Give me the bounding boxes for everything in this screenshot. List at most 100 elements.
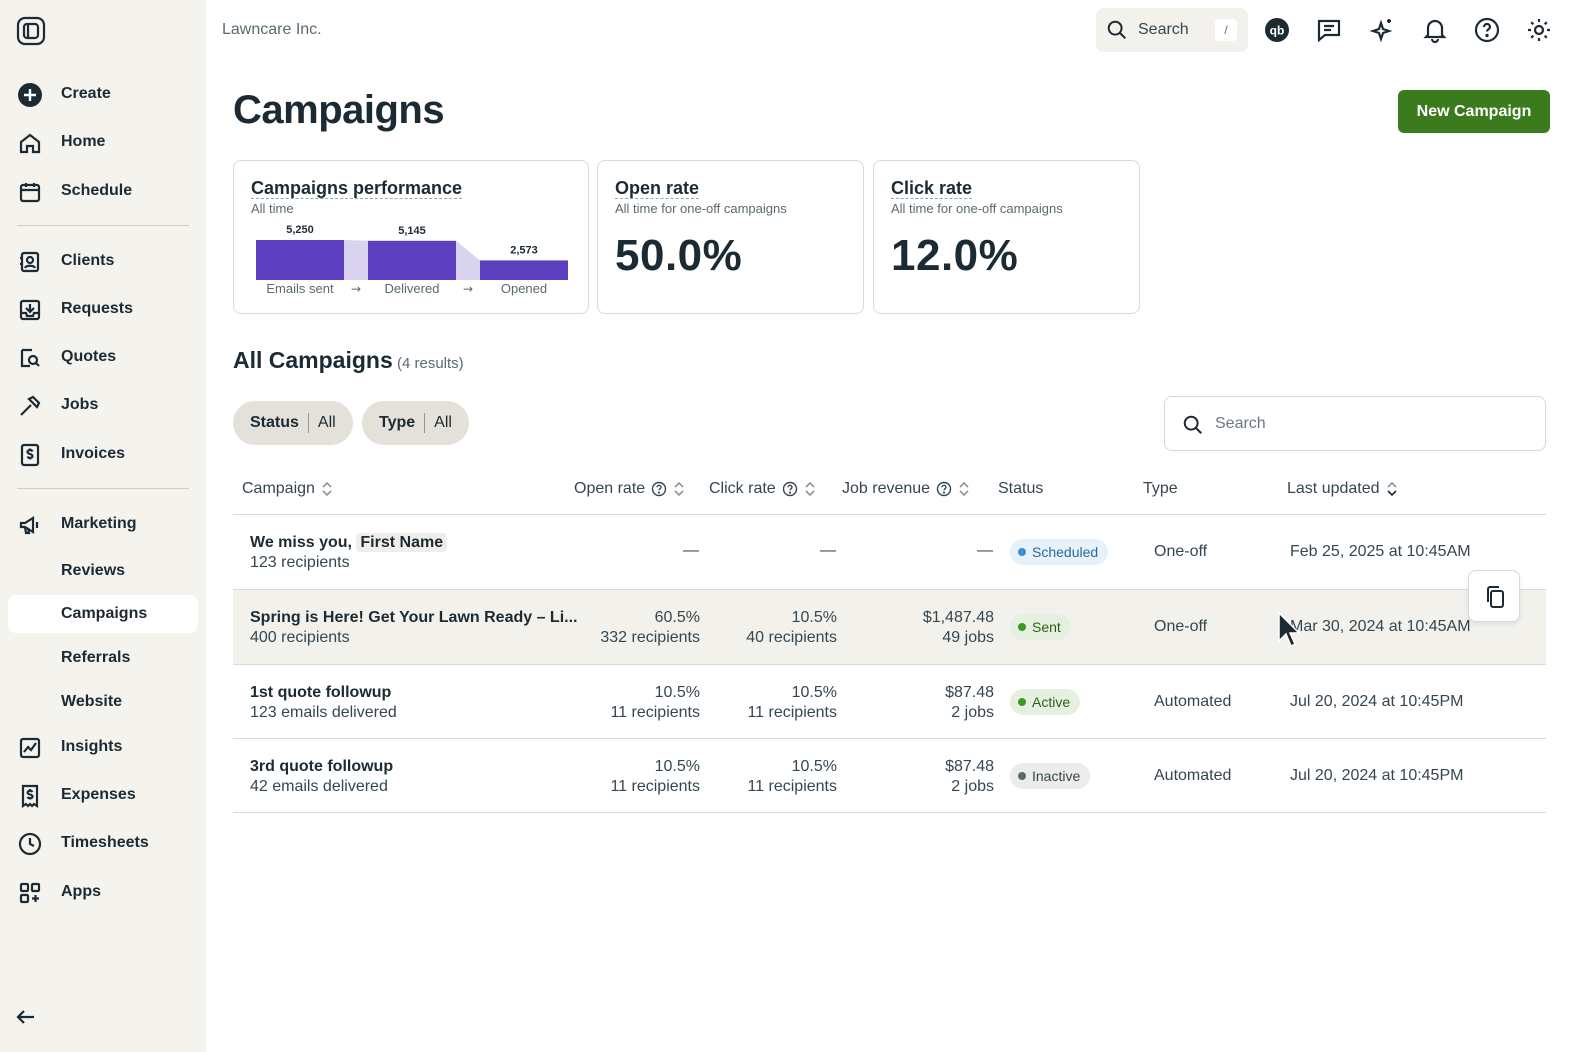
- campaigns-performance-card[interactable]: Campaigns performance All time 5,250 Emai…: [233, 160, 589, 314]
- table-row[interactable]: 3rd quote followup 42 emails delivered 1…: [233, 739, 1546, 813]
- notifications-bell-icon[interactable]: [1422, 17, 1448, 43]
- status-filter[interactable]: Status All: [233, 401, 353, 445]
- sidebar-item-label: Home: [61, 133, 106, 150]
- collapse-sidebar-arrow-icon[interactable]: [14, 1005, 38, 1029]
- sidebar-subitem-referrals[interactable]: Referrals: [8, 639, 198, 677]
- sidebar-item-label: Marketing: [61, 515, 137, 532]
- column-header-job-revenue[interactable]: Job revenue: [842, 480, 970, 498]
- help-icon[interactable]: [1474, 17, 1500, 43]
- table-divider: [233, 664, 1546, 665]
- sidebar-subitem-campaigns[interactable]: Campaigns: [8, 595, 198, 633]
- sidebar-item-label: Insights: [61, 738, 123, 755]
- table-divider: [233, 812, 1546, 813]
- status-badge: Inactive: [1010, 763, 1091, 789]
- funnel-category-label: Delivered: [385, 281, 440, 296]
- global-search-button[interactable]: Search /: [1096, 8, 1248, 52]
- campaign-name-cell: Spring is Here! Get Your Lawn Ready – Li…: [250, 608, 577, 648]
- click-rate-card[interactable]: Click rate All time for one-off campaign…: [873, 160, 1140, 314]
- campaign-recipients: 400 recipients: [250, 629, 350, 646]
- sort-icon: [322, 481, 332, 497]
- column-header-status: Status: [998, 480, 1043, 498]
- help-icon[interactable]: [651, 481, 667, 497]
- sidebar-subitem-reviews[interactable]: Reviews: [8, 552, 198, 590]
- all-campaigns-title: All Campaigns: [233, 347, 393, 373]
- performance-funnel-chart: 5,250 Emails sent → 5,145 Delivered → 2,573 Ope…: [256, 224, 568, 296]
- open-rate-cell: 10.5% 11 recipients: [610, 684, 700, 721]
- sidebar-subitem-label: Campaigns: [61, 605, 148, 622]
- sidebar-item-quotes[interactable]: Quotes: [8, 337, 198, 377]
- sidebar-item-home[interactable]: Home: [8, 122, 198, 162]
- funnel-connector: [456, 240, 480, 280]
- quickbooks-icon[interactable]: qb: [1264, 17, 1290, 43]
- home-icon: [19, 133, 41, 154]
- click-rate-value: 12.0%: [891, 231, 1019, 280]
- help-icon[interactable]: [782, 481, 798, 497]
- funnel-category-label: Emails sent: [266, 281, 334, 296]
- click-rate-cell: 10.5% 11 recipients: [747, 758, 837, 795]
- svg-text:qb: qb: [1270, 24, 1285, 38]
- column-header-click-rate[interactable]: Click rate: [709, 480, 816, 498]
- sidebar-item-invoices[interactable]: Invoices: [8, 434, 198, 474]
- sidebar-item-label: Create: [61, 85, 111, 102]
- filter-separator: [307, 413, 309, 433]
- column-label: Campaign: [242, 480, 315, 497]
- funnel-arrow-icon: →: [463, 282, 473, 296]
- column-label: Open rate: [574, 480, 646, 497]
- chart-line-icon: [19, 737, 41, 759]
- sidebar-item-marketing[interactable]: Marketing: [8, 504, 198, 544]
- open-rate-card[interactable]: Open rate All time for one-off campaigns…: [597, 160, 864, 314]
- campaign-search-input[interactable]: Search: [1164, 396, 1546, 451]
- table-row[interactable]: 1st quote followup 123 emails delivered …: [233, 665, 1546, 739]
- sidebar-item-clients[interactable]: Clients: [8, 241, 198, 281]
- type-filter[interactable]: Type All: [362, 401, 469, 445]
- help-icon[interactable]: [936, 481, 952, 497]
- sidebar-item-insights[interactable]: Insights: [8, 727, 198, 767]
- last-updated: Feb 25, 2025 at 10:45AM: [1290, 543, 1471, 560]
- table-row[interactable]: Spring is Here! Get Your Lawn Ready – Li…: [233, 590, 1546, 664]
- last-updated: Jul 20, 2024 at 10:45PM: [1290, 693, 1464, 710]
- card-title: Click rate: [891, 178, 973, 199]
- table-row[interactable]: We miss you, First Name 123 recipients —…: [233, 515, 1546, 589]
- funnel-arrow-icon: →: [351, 282, 361, 296]
- ai-sparkle-icon[interactable]: [1369, 17, 1395, 43]
- card-subtitle: All time: [251, 201, 294, 216]
- filter-name: Status: [250, 414, 299, 431]
- filter-value: All: [317, 414, 336, 431]
- open-rate-cell: 10.5% 11 recipients: [610, 758, 700, 795]
- new-campaign-button[interactable]: New Campaign: [1398, 90, 1550, 133]
- sidebar-subitem-website[interactable]: Website: [8, 683, 198, 721]
- card-subtitle: All time for one-off campaigns: [615, 201, 787, 216]
- sidebar-divider: [17, 225, 189, 226]
- jobber-logo-icon[interactable]: [16, 16, 46, 46]
- invoice-dollar-icon: [20, 443, 40, 467]
- job-revenue-cell: $87.48 2 jobs: [945, 758, 994, 795]
- duplicate-campaign-button[interactable]: [1468, 570, 1520, 622]
- card-subtitle: All time for one-off campaigns: [891, 201, 1063, 216]
- sidebar-item-jobs[interactable]: Jobs: [8, 385, 198, 425]
- column-header-campaign[interactable]: Campaign: [242, 480, 333, 498]
- column-header-open-rate[interactable]: Open rate: [574, 480, 685, 498]
- settings-gear-icon[interactable]: [1526, 17, 1552, 43]
- sidebar-item-timesheets[interactable]: Timesheets: [8, 823, 198, 863]
- job-revenue-cell: $1,487.48 49 jobs: [922, 609, 994, 646]
- sidebar-item-expenses[interactable]: Expenses: [8, 775, 198, 815]
- clock-icon: [18, 832, 42, 856]
- sidebar-item-label: Timesheets: [61, 834, 149, 851]
- sidebar-item-create[interactable]: Create: [8, 74, 198, 114]
- funnel-bar: [368, 240, 456, 280]
- company-name: Lawncare Inc.: [222, 21, 322, 38]
- quote-search-icon: [20, 348, 40, 368]
- column-header-type: Type: [1143, 480, 1178, 498]
- search-icon: [1107, 20, 1126, 39]
- messages-icon[interactable]: [1316, 17, 1342, 43]
- status-badge: Scheduled: [1010, 539, 1109, 565]
- sidebar-item-schedule[interactable]: Schedule: [8, 171, 198, 211]
- job-revenue-cell: $87.48 2 jobs: [945, 684, 994, 721]
- click-rate-cell: 10.5% 40 recipients: [746, 609, 837, 646]
- sidebar-item-apps[interactable]: Apps: [8, 872, 198, 912]
- campaign-name-cell: We miss you, First Name 123 recipients: [250, 533, 448, 573]
- table-divider: [233, 738, 1546, 739]
- column-header-last-updated[interactable]: Last updated: [1287, 480, 1398, 498]
- sidebar-item-requests[interactable]: Requests: [8, 289, 198, 329]
- search-icon: [1183, 415, 1202, 434]
